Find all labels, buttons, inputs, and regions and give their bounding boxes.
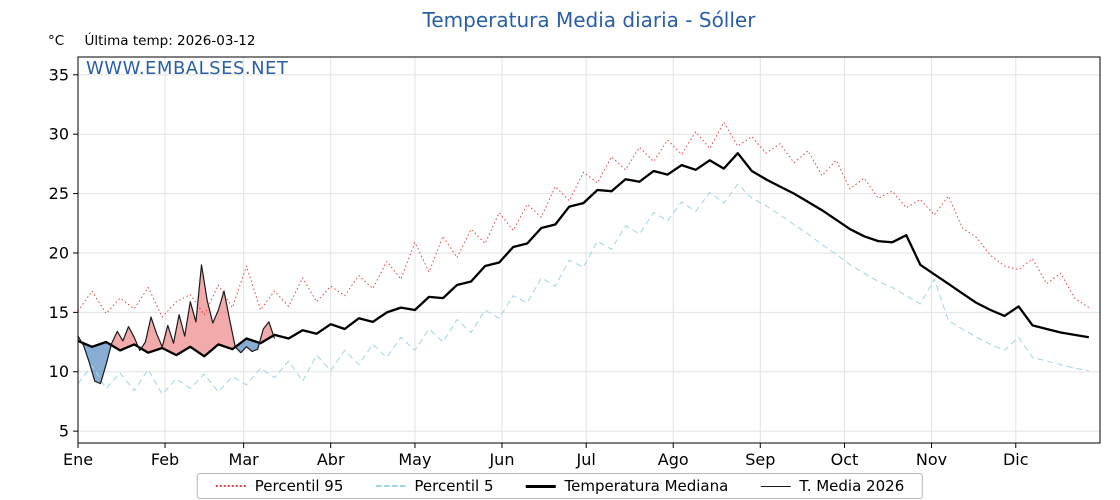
legend-label-t-media-2026: T. Media 2026 — [799, 477, 905, 495]
x-tick-label: Mar — [229, 450, 260, 469]
y-tick-label: 25 — [49, 184, 69, 203]
y-tick-label: 30 — [49, 125, 69, 144]
legend-item-t-media-2026: T. Media 2026 — [760, 477, 904, 495]
y-tick-label: 20 — [49, 243, 69, 262]
legend-label-percentil-95: Percentil 95 — [254, 477, 344, 495]
fill-above-median — [259, 321, 274, 344]
y-tick-label: 35 — [49, 65, 69, 84]
chart-title: Temperatura Media diaria - Sóller — [422, 8, 756, 32]
series-line-percentil-95 — [77, 121, 1090, 318]
series-line-t-media-2026 — [77, 264, 276, 385]
plot-border — [77, 56, 1101, 444]
percentil-95-line-icon — [215, 485, 246, 487]
watermark: WWW.EMBALSES.NET — [86, 58, 289, 79]
fill-below-median — [81, 342, 112, 384]
legend-item-percentil-5: Percentil 5 — [375, 477, 493, 495]
series-line-temperatura-mediana — [77, 152, 1089, 358]
x-tick-label: Oct — [831, 450, 859, 469]
x-tick-label: Abr — [317, 450, 345, 469]
x-tick-label: Ene — [63, 450, 93, 469]
legend-item-percentil-95: Percentil 95 — [215, 477, 344, 495]
y-axis-unit-label: °C — [48, 33, 65, 49]
legend-item-mediana: Temperatura Mediana — [525, 477, 728, 495]
x-tick-label: Sep — [745, 450, 775, 469]
legend-label-mediana: Temperatura Mediana — [564, 477, 729, 495]
legend: Percentil 95 Percentil 5 Temperatura Med… — [196, 473, 924, 499]
mediana-line-icon — [525, 484, 556, 488]
t-media-2026-line-icon — [760, 485, 791, 487]
x-tick-label: Jun — [488, 450, 514, 469]
percentil-5-line-icon — [375, 485, 406, 487]
y-tick-label: 15 — [49, 303, 69, 322]
fill-above-median — [141, 264, 236, 357]
x-tick-label: Feb — [151, 450, 179, 469]
x-tick-label: May — [398, 450, 431, 469]
last-temp-label: Última temp: 2026-03-12 — [84, 33, 256, 49]
x-tick-label: Nov — [916, 450, 947, 469]
fill-below-median — [235, 338, 260, 353]
legend-label-percentil-5: Percentil 5 — [414, 477, 494, 495]
x-tick-label: Jul — [576, 450, 596, 469]
axis-meta: °C Última temp: 2026-03-12 — [48, 33, 256, 49]
x-tick-label: Ago — [658, 450, 689, 469]
x-tick-label: Dic — [1003, 450, 1029, 469]
series-line-percentil-5 — [77, 183, 1089, 395]
y-tick-label: 5 — [59, 422, 69, 441]
y-tick-label: 10 — [49, 362, 69, 381]
